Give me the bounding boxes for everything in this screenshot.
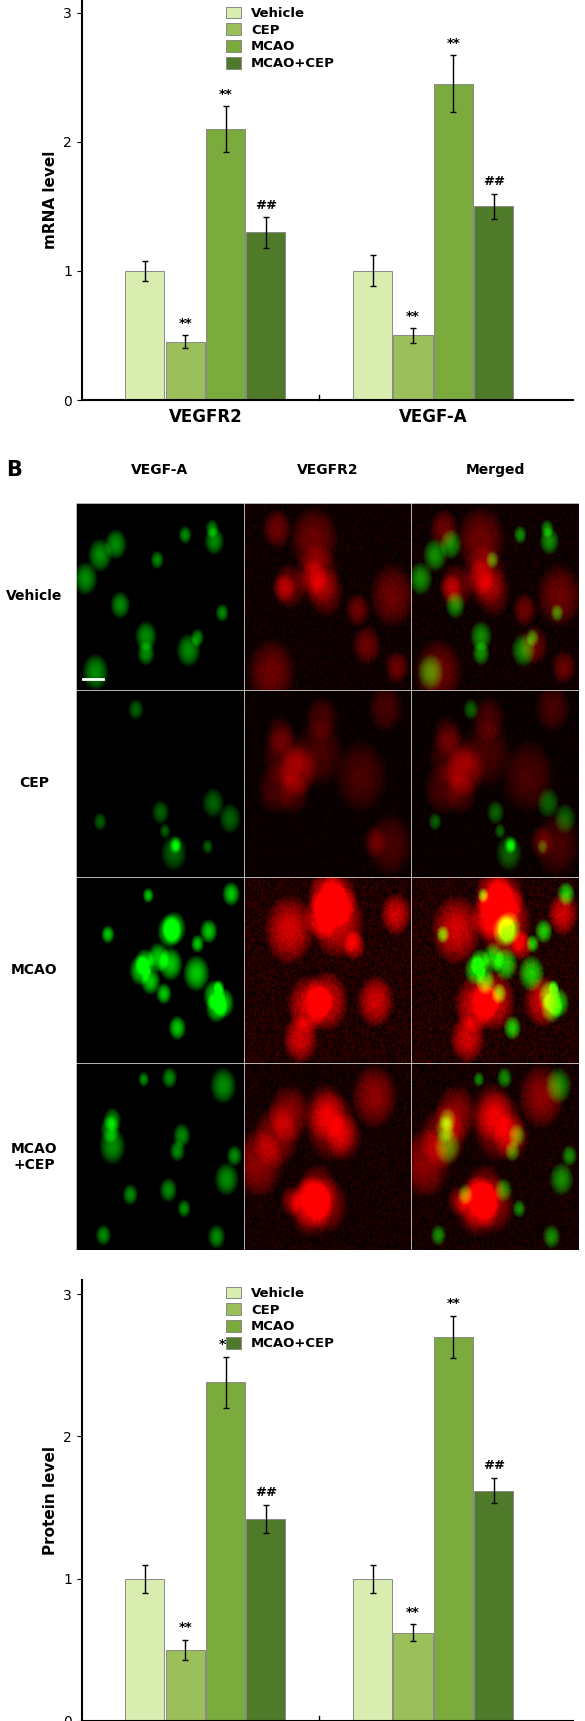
Text: ##: ## [255, 1485, 277, 1499]
Text: MCAO: MCAO [11, 962, 57, 978]
Bar [474, 207, 514, 399]
Text: VEGF-A: VEGF-A [131, 463, 188, 477]
Text: ##: ## [483, 1459, 505, 1471]
Text: **: ** [219, 88, 232, 100]
Text: **: ** [406, 310, 420, 322]
Text: ##: ## [255, 198, 277, 212]
Text: VEGFR2: VEGFR2 [297, 463, 359, 477]
Text: MCAO
+CEP: MCAO +CEP [11, 1141, 57, 1172]
Text: Merged: Merged [466, 463, 525, 477]
Bar [206, 129, 245, 399]
Text: **: ** [178, 317, 192, 330]
Bar [246, 1520, 285, 1721]
Y-axis label: Protein level: Protein level [43, 1446, 58, 1556]
Text: **: ** [446, 1298, 460, 1310]
Text: B: B [6, 460, 22, 480]
Text: A: A [18, 0, 34, 3]
Text: Vehicle: Vehicle [6, 589, 63, 604]
Legend: Vehicle, CEP, MCAO, MCAO+CEP: Vehicle, CEP, MCAO, MCAO+CEP [226, 7, 335, 71]
Bar [353, 1578, 393, 1721]
Text: ##: ## [483, 176, 505, 188]
Bar [125, 270, 164, 399]
Text: **: ** [446, 38, 460, 50]
Bar [353, 270, 393, 399]
Y-axis label: mRNA level: mRNA level [43, 151, 58, 250]
Bar [206, 1382, 245, 1721]
Text: **: ** [219, 1339, 232, 1351]
Bar [394, 1633, 433, 1721]
Bar [434, 1337, 473, 1721]
Bar [166, 1650, 205, 1721]
Text: **: ** [406, 1606, 420, 1618]
Bar [125, 1578, 164, 1721]
Bar [434, 84, 473, 399]
Bar [166, 342, 205, 399]
Bar [246, 232, 285, 399]
Bar [474, 1490, 514, 1721]
Legend: Vehicle, CEP, MCAO, MCAO+CEP: Vehicle, CEP, MCAO, MCAO+CEP [226, 1287, 335, 1351]
Text: **: ** [178, 1621, 192, 1635]
Bar [394, 336, 433, 399]
Text: CEP: CEP [19, 776, 49, 790]
